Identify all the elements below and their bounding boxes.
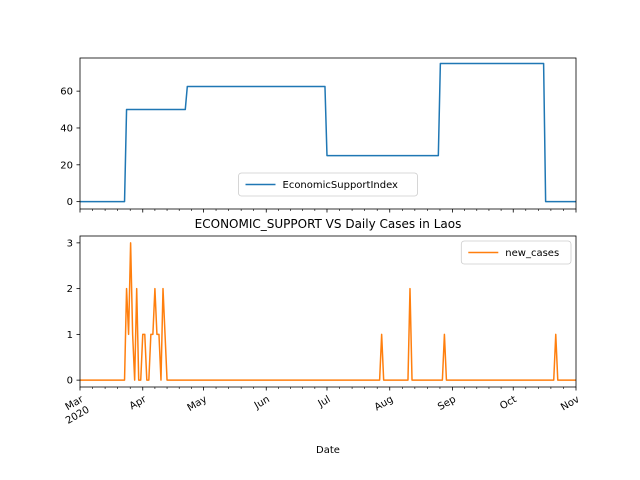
series-line-EconomicSupportIndex (80, 62, 576, 203)
legend: EconomicSupportIndex (238, 172, 418, 197)
y-tick-label: 2 (67, 284, 73, 295)
x-tick-label: Mar2020 (58, 394, 92, 427)
y-tick-label: 1 (67, 330, 73, 341)
legend: new_cases (460, 240, 572, 265)
x-tick-label: Aug (373, 394, 395, 413)
daily-cases-panel: 0 1 2 3 Mar2020 Apr May Jun Jul Aug Sep Oct Nov new_c… (58, 235, 582, 427)
y-tick-label: 20 (60, 160, 73, 171)
plot-frame-bottom (79, 235, 577, 388)
y-tick-label: 0 (67, 197, 73, 208)
legend-box (460, 240, 572, 265)
legend-label: new_cases (505, 248, 559, 259)
plot-frame-top (79, 57, 577, 210)
x-tick-label: May (186, 394, 209, 414)
y-tick-label: 60 (60, 87, 73, 98)
x-axis-label: Date (316, 445, 340, 456)
y-tick-label: 0 (67, 376, 73, 387)
y-tick-label: 40 (60, 123, 73, 134)
x-tick-label: Nov (559, 394, 581, 413)
economic-support-panel: 0 20 40 60 EconomicSupportIndex (60, 57, 577, 213)
x-tick-label: Sep (436, 394, 458, 413)
x-tick-label: Apr (128, 394, 149, 413)
x-tick-label: Jun (252, 394, 272, 412)
x-tick-label: Oct (498, 394, 519, 412)
y-tick-label: 3 (67, 238, 73, 249)
legend-label: EconomicSupportIndex (283, 180, 399, 191)
legend-box (238, 172, 418, 197)
chart-title: ECONOMIC_SUPPORT VS Daily Cases in Laos (195, 217, 462, 231)
series-line-new_cases (80, 242, 576, 381)
x-tick-label: Jul (316, 394, 333, 410)
